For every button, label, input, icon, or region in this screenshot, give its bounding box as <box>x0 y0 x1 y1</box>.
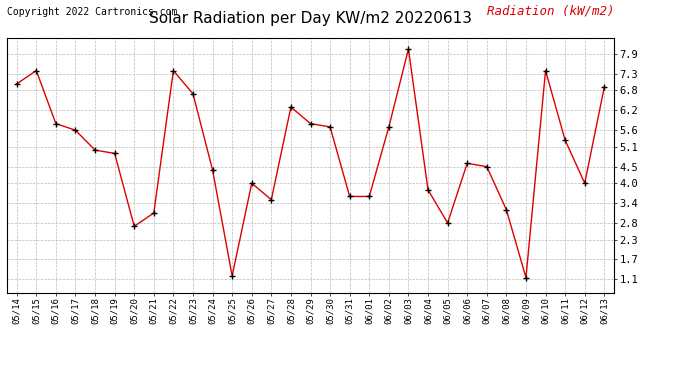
Text: Radiation (kW/m2): Radiation (kW/m2) <box>486 4 614 17</box>
Text: Copyright 2022 Cartronics.com: Copyright 2022 Cartronics.com <box>7 7 177 17</box>
Text: Solar Radiation per Day KW/m2 20220613: Solar Radiation per Day KW/m2 20220613 <box>149 11 472 26</box>
